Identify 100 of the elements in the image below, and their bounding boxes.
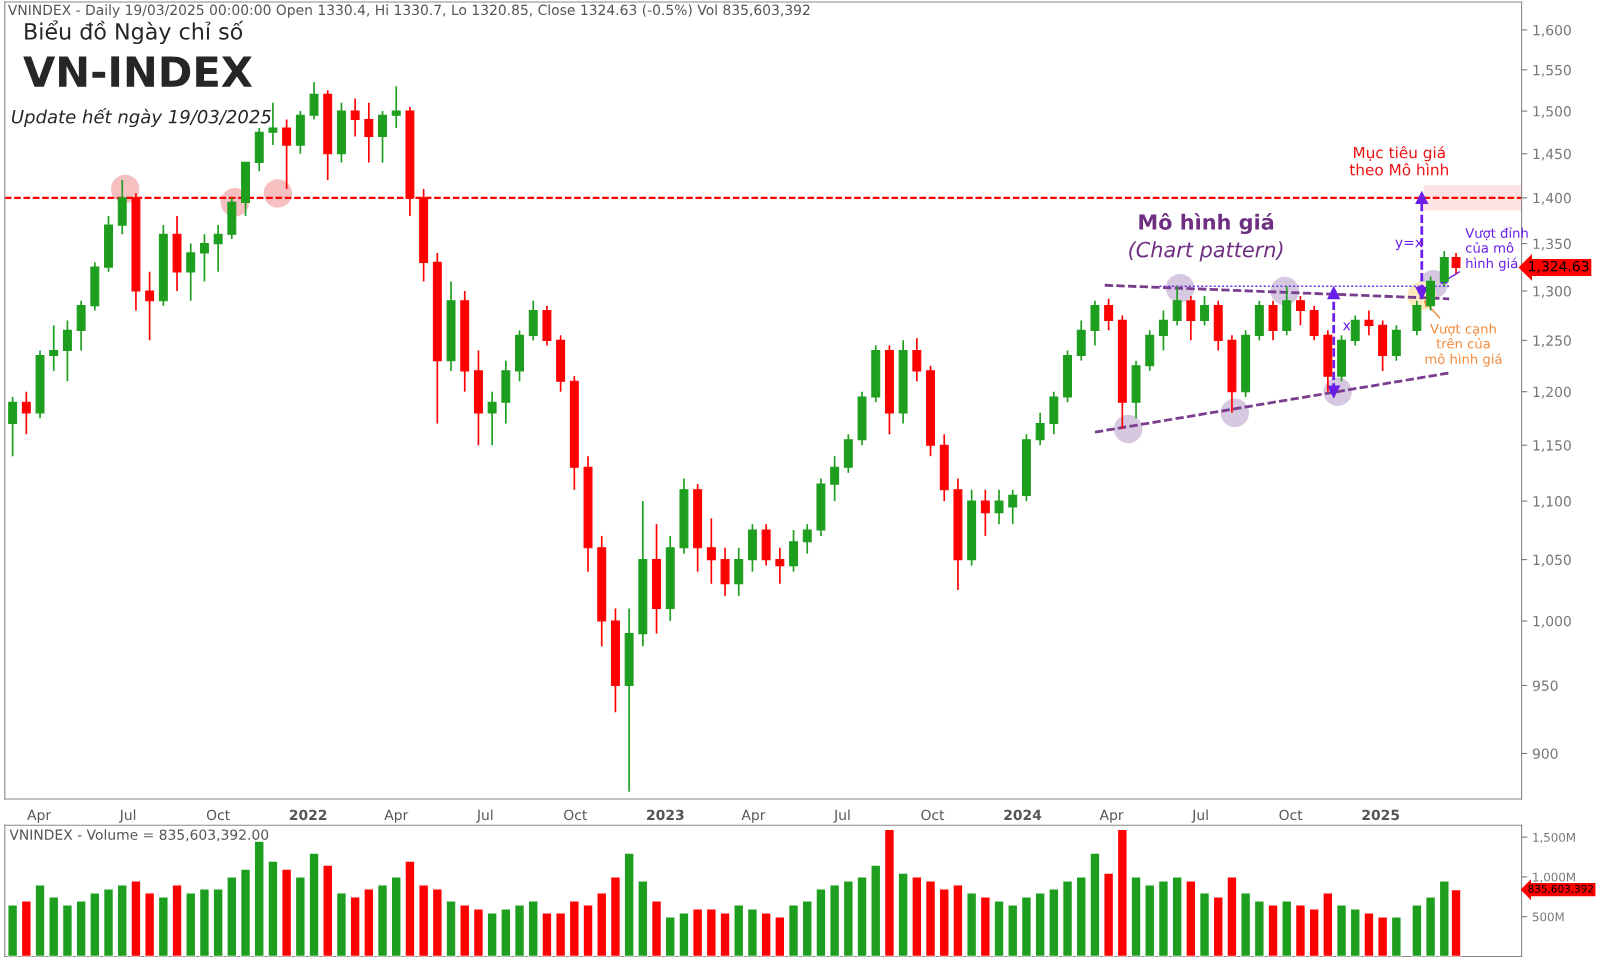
bar <box>650 900 663 957</box>
bar <box>431 888 443 957</box>
bar <box>938 888 950 957</box>
candlestick <box>1131 359 1141 420</box>
candlestick <box>1200 295 1210 327</box>
y-tick-label: 500M <box>1532 912 1564 922</box>
point <box>1415 191 1429 205</box>
y-tick-label: 1,600 <box>1533 24 1571 37</box>
bar <box>34 884 46 957</box>
bar <box>294 876 306 957</box>
bar <box>459 904 471 957</box>
bar <box>829 884 841 957</box>
bar <box>116 884 128 957</box>
x-tick-label: Oct <box>921 809 945 821</box>
bar <box>746 908 759 957</box>
candlestick <box>652 523 662 635</box>
candlestick <box>1268 299 1278 342</box>
bar <box>1335 904 1348 957</box>
x-tick-label: Jul <box>119 809 136 823</box>
bar <box>102 888 115 957</box>
candlestick <box>1117 314 1127 430</box>
x-tick-label: 2025 <box>1362 809 1400 821</box>
bar <box>1363 912 1375 957</box>
bar <box>144 892 156 957</box>
candlestick <box>282 118 292 190</box>
bar <box>335 892 348 957</box>
bar <box>1185 880 1197 957</box>
x-tick-label: Jul <box>833 809 850 823</box>
bar <box>1294 904 1307 957</box>
bar <box>1048 888 1060 957</box>
bar <box>952 884 964 957</box>
text: Biểu đồ Ngày chỉ số <box>25 20 244 45</box>
bar <box>842 880 854 957</box>
y-tick-label: 1,300 <box>1533 286 1571 298</box>
y-tick-label: 1,200 <box>1533 386 1571 399</box>
candlestick <box>980 488 990 537</box>
bar <box>568 900 580 957</box>
bar <box>883 828 896 957</box>
point <box>1327 286 1340 300</box>
candlestick <box>145 271 155 342</box>
bar <box>89 892 101 957</box>
bar <box>363 888 375 957</box>
candlestick <box>1254 299 1264 342</box>
bar <box>1089 852 1101 957</box>
annotation: Mô hình giá <box>1139 212 1274 235</box>
text: 835,603,392 <box>1528 884 1593 894</box>
bar <box>1007 904 1019 957</box>
bar <box>870 864 882 957</box>
bar <box>212 888 224 957</box>
bar <box>1377 915 1389 957</box>
candlestick <box>967 488 977 567</box>
bar <box>486 912 498 957</box>
bar <box>760 912 772 957</box>
bar <box>555 912 567 957</box>
candlestick <box>843 433 853 474</box>
bar <box>801 900 813 957</box>
annotation: (Chart pattern) <box>1129 241 1283 262</box>
annotation: Update hết ngày 19/03/2025 <box>11 108 271 128</box>
bar <box>774 915 786 957</box>
text: 1,324.63 <box>1529 260 1589 273</box>
candlestick <box>336 101 346 164</box>
bar <box>198 888 211 957</box>
bar <box>719 912 731 957</box>
candlestick <box>830 455 840 502</box>
bar <box>1267 904 1279 957</box>
bar <box>1390 915 1402 957</box>
x-tick-label: 2024 <box>1004 809 1042 821</box>
x-tick-label: Apr <box>741 809 766 823</box>
x-tick-label: 2023 <box>647 809 684 821</box>
y-tick-label: 1,000 <box>1533 615 1571 628</box>
candlestick <box>1158 309 1168 352</box>
y-tick-label: 1,350 <box>1533 238 1571 251</box>
x-tick-label: Apr <box>384 809 409 823</box>
bar <box>924 880 937 957</box>
candlestick <box>199 233 209 283</box>
bar <box>61 904 74 957</box>
candlestick <box>953 477 963 591</box>
candlestick <box>610 607 620 714</box>
candlestick <box>994 488 1004 526</box>
annotation: Mục tiêu giá theo Mô hình <box>1349 145 1448 176</box>
candlestick <box>1021 433 1031 502</box>
bar <box>281 868 293 957</box>
bar <box>48 896 60 957</box>
bar <box>541 912 553 957</box>
bar <box>1020 896 1033 957</box>
bar <box>733 904 745 957</box>
bar <box>1253 900 1265 957</box>
bar <box>239 868 252 957</box>
annotation: VNINDEX - Daily 19/03/2025 00:00:00 Open 1330.4, Hi 1330.7, Lo 1320.85, Close 1324.63 (-0.5%) Vol 835,603,392 <box>7 4 810 18</box>
bar <box>1130 876 1142 957</box>
candlestick <box>747 523 757 573</box>
bar <box>664 915 676 957</box>
y-tick-label: 1,500M <box>1533 832 1575 844</box>
x-tick-label: Apr <box>1099 809 1124 823</box>
candlestick <box>1090 299 1100 347</box>
bar <box>322 864 334 957</box>
bar <box>1103 872 1115 957</box>
bar <box>596 892 608 957</box>
bar <box>267 860 279 957</box>
bar <box>705 908 717 957</box>
